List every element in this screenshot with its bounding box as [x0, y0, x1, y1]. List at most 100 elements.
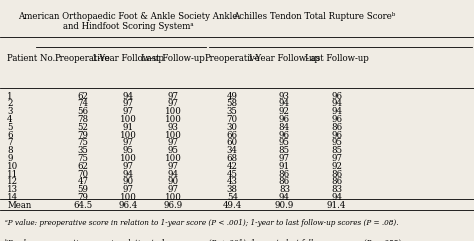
Text: 35: 35 [227, 107, 237, 116]
Text: 6: 6 [7, 131, 13, 140]
Text: 52: 52 [77, 123, 89, 132]
Text: 100: 100 [119, 154, 137, 163]
Text: 94: 94 [279, 99, 290, 108]
Text: 85: 85 [331, 146, 342, 155]
Text: 86: 86 [331, 123, 342, 132]
Text: 59: 59 [77, 185, 89, 194]
Text: 95: 95 [331, 138, 342, 147]
Text: Last Follow-up: Last Follow-up [141, 54, 205, 63]
Text: 100: 100 [119, 115, 137, 124]
Text: 54: 54 [227, 193, 238, 202]
Text: 93: 93 [168, 123, 178, 132]
Text: 79: 79 [77, 131, 89, 140]
Text: 78: 78 [77, 115, 89, 124]
Text: 83: 83 [279, 185, 290, 194]
Text: 43: 43 [227, 177, 237, 186]
Text: 97: 97 [122, 99, 134, 108]
Text: 97: 97 [167, 99, 179, 108]
Text: 45: 45 [227, 169, 238, 179]
Text: 86: 86 [331, 177, 342, 186]
Text: 75: 75 [77, 138, 89, 147]
Text: 8: 8 [7, 146, 13, 155]
Text: 1-Year Follow-up: 1-Year Follow-up [248, 54, 320, 63]
Text: 79: 79 [77, 193, 89, 202]
Text: 96.9: 96.9 [164, 201, 182, 210]
Text: 75: 75 [77, 154, 89, 163]
Text: 3: 3 [7, 107, 12, 116]
Text: 90: 90 [167, 177, 179, 186]
Text: 94: 94 [122, 92, 134, 100]
Text: 94: 94 [331, 99, 342, 108]
Text: 97: 97 [167, 138, 179, 147]
Text: 11: 11 [7, 169, 18, 179]
Text: 49.4: 49.4 [223, 201, 242, 210]
Text: 90.9: 90.9 [275, 201, 294, 210]
Text: 70: 70 [77, 169, 89, 179]
Text: Preoperative: Preoperative [55, 54, 111, 63]
Text: 90: 90 [122, 177, 134, 186]
Text: 96.4: 96.4 [118, 201, 137, 210]
Text: 100: 100 [164, 193, 182, 202]
Text: 56: 56 [77, 107, 89, 116]
Text: 2: 2 [7, 99, 13, 108]
Text: 1-Year Follow-up: 1-Year Follow-up [92, 54, 164, 63]
Text: Patient No.: Patient No. [7, 54, 55, 63]
Text: ᵇP value: preoperative score in relation to 1-year score (P < .001); 1-year to l: ᵇP value: preoperative score in relation… [5, 239, 403, 241]
Text: 94: 94 [331, 107, 342, 116]
Text: 94: 94 [122, 169, 134, 179]
Text: 83: 83 [331, 185, 342, 194]
Text: 91: 91 [122, 123, 134, 132]
Text: 62: 62 [77, 92, 89, 100]
Text: 34: 34 [227, 146, 237, 155]
Text: 95: 95 [279, 138, 290, 147]
Text: 84: 84 [279, 123, 290, 132]
Text: 86: 86 [279, 177, 290, 186]
Text: 97: 97 [122, 162, 134, 171]
Text: 86: 86 [279, 169, 290, 179]
Text: 94: 94 [279, 193, 290, 202]
Text: Preoperative: Preoperative [204, 54, 260, 63]
Text: 42: 42 [227, 162, 238, 171]
Text: 85: 85 [279, 146, 290, 155]
Text: 96: 96 [331, 131, 342, 140]
Text: 92: 92 [279, 107, 290, 116]
Text: 96: 96 [279, 115, 290, 124]
Text: 97: 97 [331, 154, 342, 163]
Text: 94: 94 [167, 169, 179, 179]
Text: 1: 1 [7, 92, 13, 100]
Text: 64.5: 64.5 [73, 201, 92, 210]
Text: 100: 100 [119, 131, 137, 140]
Text: 49: 49 [227, 92, 238, 100]
Text: 92: 92 [331, 162, 342, 171]
Text: 93: 93 [279, 92, 290, 100]
Text: 100: 100 [119, 193, 137, 202]
Text: 58: 58 [227, 99, 238, 108]
Text: American Orthopaedic Foot & Ankle Society Ankle
and Hindfoot Scoring Systemᵃ: American Orthopaedic Foot & Ankle Societ… [18, 12, 238, 31]
Text: 95: 95 [122, 146, 134, 155]
Text: 13: 13 [7, 185, 18, 194]
Text: 14: 14 [7, 193, 18, 202]
Text: 97: 97 [122, 107, 134, 116]
Text: Achilles Tendon Total Rupture Scoreᵇ: Achilles Tendon Total Rupture Scoreᵇ [233, 12, 395, 21]
Text: ᵃP value: preoperative score in relation to 1-year score (P < .001); 1-year to l: ᵃP value: preoperative score in relation… [5, 219, 398, 227]
Text: 35: 35 [78, 146, 88, 155]
Text: 97: 97 [279, 154, 290, 163]
Text: 10: 10 [7, 162, 18, 171]
Text: 91: 91 [279, 162, 290, 171]
Text: 68: 68 [227, 154, 238, 163]
Text: 30: 30 [227, 123, 238, 132]
Text: 100: 100 [164, 115, 182, 124]
Text: 70: 70 [227, 115, 238, 124]
Text: 9: 9 [7, 154, 13, 163]
Text: 74: 74 [77, 99, 89, 108]
Text: 38: 38 [227, 185, 238, 194]
Text: 97: 97 [122, 138, 134, 147]
Text: 47: 47 [77, 177, 89, 186]
Text: 4: 4 [7, 115, 13, 124]
Text: 66: 66 [227, 131, 238, 140]
Text: 62: 62 [77, 162, 89, 171]
Text: 100: 100 [164, 107, 182, 116]
Text: 12: 12 [7, 177, 18, 186]
Text: 100: 100 [164, 154, 182, 163]
Text: 96: 96 [331, 92, 342, 100]
